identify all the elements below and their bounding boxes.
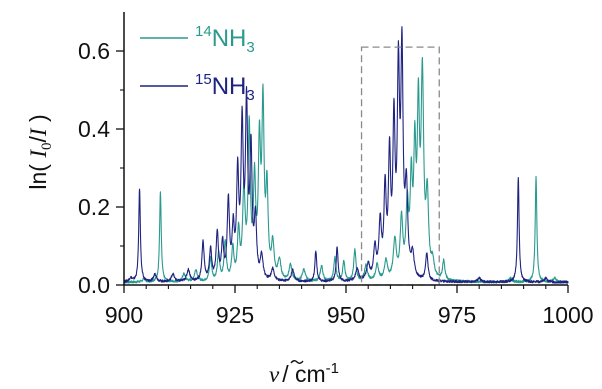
highlight-box [360, 46, 440, 286]
x-tick-label: 1000 [542, 302, 593, 328]
series-layer [123, 26, 569, 284]
axes [123, 12, 568, 286]
x-tick-label: 900 [105, 302, 143, 328]
y-tick-label: 0.4 [78, 116, 110, 142]
legend-label-15nh3: 15NH3 [195, 71, 255, 104]
legend-label-14nh3: 14NH3 [195, 23, 255, 56]
y-axis-title: ln( I0/I ) [25, 114, 55, 189]
y-tick-label: 0.0 [78, 272, 110, 298]
ticks: 900 925 950 975 1000 0.0 0.2 0.4 0.6 [78, 38, 594, 328]
x-tick-label: 925 [216, 302, 254, 328]
x-tick-label: 950 [327, 302, 365, 328]
svg-text:ν/ cm-1: ν / cm-1 [269, 360, 339, 387]
legend: 14NH3 15NH3 [140, 23, 255, 104]
x-tick-label: 975 [438, 302, 476, 328]
y-tick-label: 0.6 [78, 38, 110, 64]
series-14nh3-line [123, 56, 569, 284]
tilde-icon [290, 360, 304, 364]
series-15nh3-line [123, 26, 569, 284]
y-tick-label: 0.2 [78, 194, 110, 220]
x-axis-title: ν / cm-1 [269, 360, 339, 387]
